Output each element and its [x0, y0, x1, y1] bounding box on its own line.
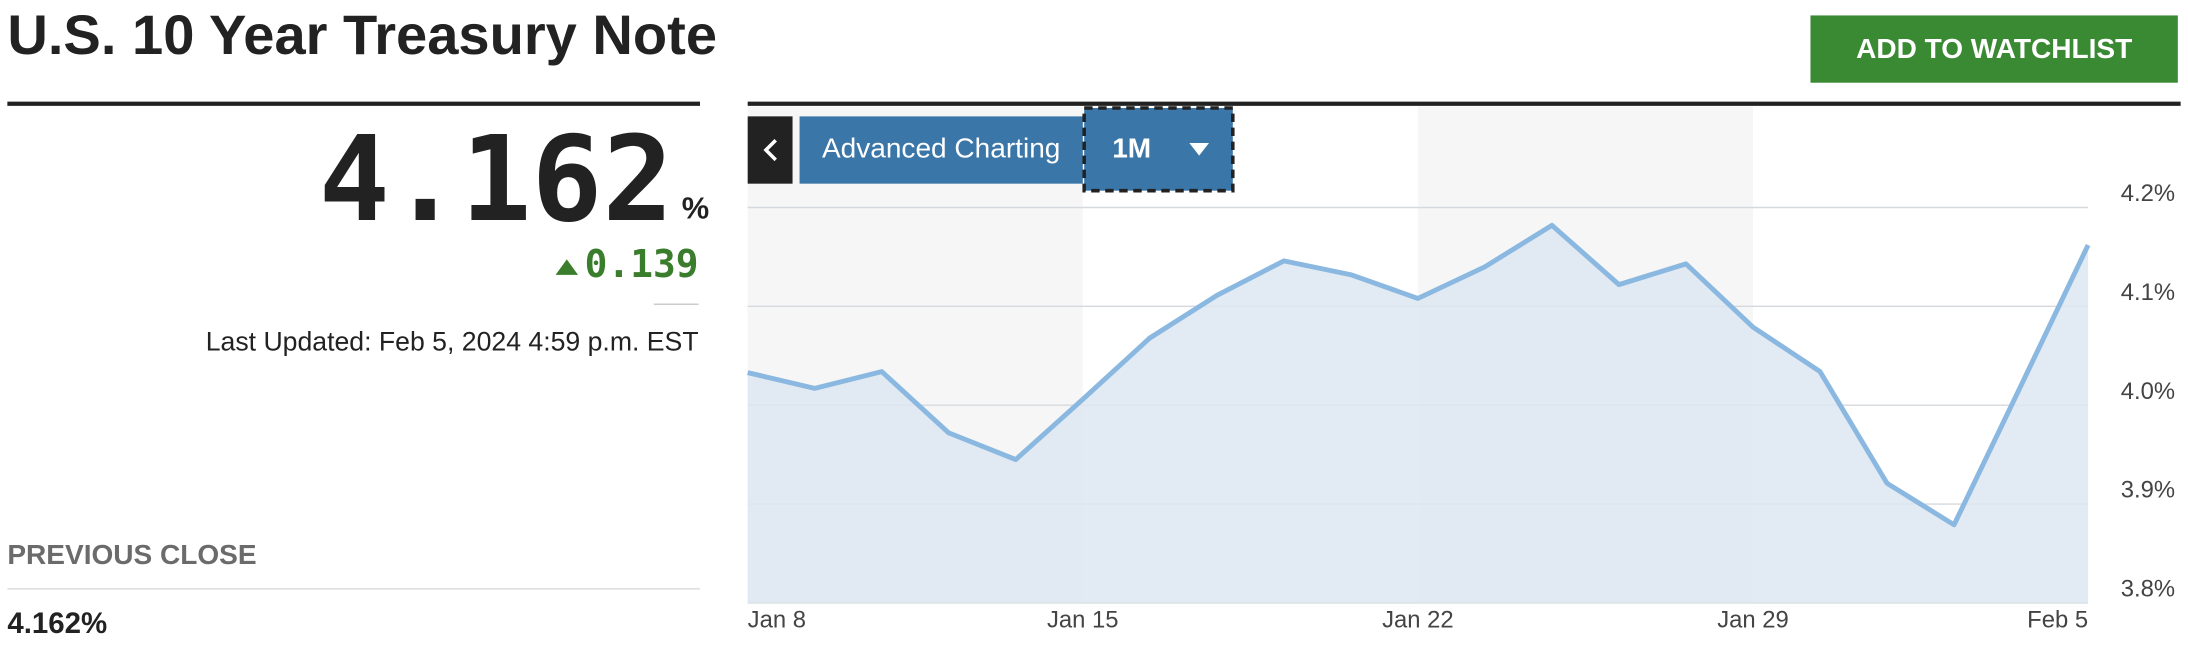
watchlist-button-label[interactable]: ADD TO WATCHLIST: [1856, 33, 2132, 64]
y-tick-label: 4.2%: [2121, 180, 2175, 207]
x-tick-label: Jan 29: [1717, 606, 1789, 633]
y-tick-label: 4.0%: [2121, 378, 2175, 405]
range-label[interactable]: 1M: [1112, 132, 1151, 163]
x-tick-label: Jan 22: [1382, 606, 1454, 633]
area-fill: [747, 225, 2089, 603]
dropdown-arrow: [1189, 143, 1209, 156]
advanced-charting-button[interactable]: [799, 116, 1083, 184]
previous-close-label: PREVIOUS CLOSE: [7, 539, 256, 570]
price: 4.162: [319, 111, 674, 248]
y-tick-label: 3.8%: [2121, 576, 2175, 603]
y-tick-label: 3.9%: [2121, 477, 2175, 504]
range-dropdown[interactable]: [1082, 106, 1235, 193]
last-updated: Last Updated: Feb 5, 2024 4:59 p.m. EST: [206, 327, 699, 357]
up-arrow: [555, 259, 579, 275]
advanced-charting-label[interactable]: Advanced Charting: [822, 132, 1060, 163]
collapse-button[interactable]: [747, 116, 793, 184]
previous-close: 4.162%: [7, 607, 107, 640]
chart: 3.8% 3.9% 4.0% 4.1% 4.2% Jan 8 Jan 15 Jan 22 Jan…: [747, 106, 2175, 633]
change: 0.139: [585, 242, 699, 286]
price-unit: %: [682, 190, 709, 225]
watchlist-button[interactable]: [1810, 15, 2178, 83]
page-title: U.S. 10 Year Treasury Note: [7, 3, 717, 66]
line: [747, 222, 2091, 528]
x-tick-label: Feb 5: [2027, 606, 2088, 633]
x-tick-label: Jan 8: [748, 606, 806, 633]
x-tick-label: Jan 15: [1047, 606, 1119, 633]
chevron-icon: [763, 138, 777, 162]
y-tick-label: 4.1%: [2121, 279, 2175, 306]
